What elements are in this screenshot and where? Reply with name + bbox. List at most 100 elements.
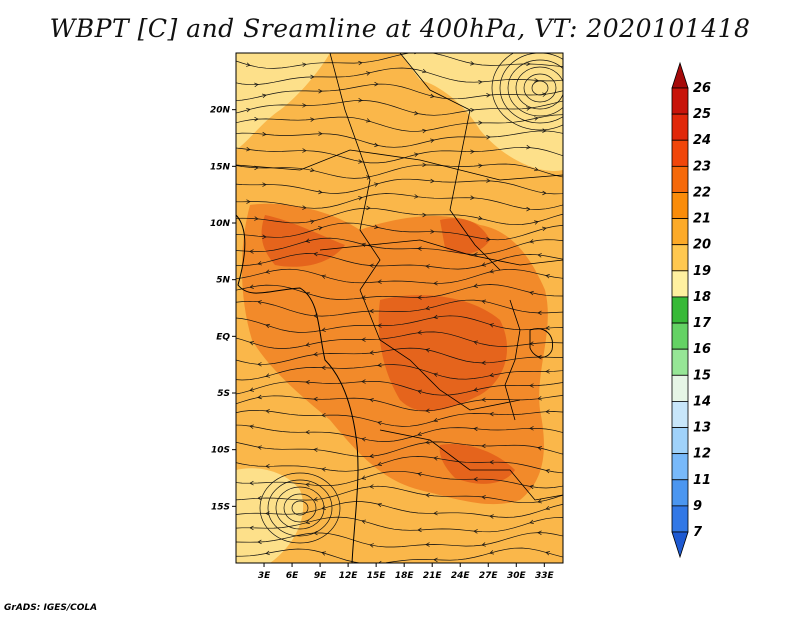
streamline-arrow <box>481 542 486 547</box>
streamline <box>236 67 563 86</box>
streamline-arrow <box>417 472 422 477</box>
streamline <box>236 485 563 504</box>
streamline-arrow <box>478 215 483 221</box>
streamline-arrow <box>265 409 270 414</box>
colorbar-swatch <box>671 270 689 298</box>
streamline-arrow <box>433 456 438 461</box>
streamline-arrow <box>481 360 486 366</box>
streamline-arrow <box>537 253 542 258</box>
border-line <box>504 299 521 421</box>
streamline-arrow <box>433 557 438 563</box>
streamline-arrow <box>486 135 491 140</box>
streamline-arrow <box>305 429 310 435</box>
streamline-arrow <box>417 431 422 437</box>
lon-tick-label: 15E <box>367 571 387 581</box>
streamline-arrow <box>361 475 366 480</box>
border-line <box>399 53 501 271</box>
streamline <box>236 83 563 101</box>
streamline-arrow <box>425 408 430 413</box>
border-line <box>379 429 563 501</box>
streamline-arrow <box>529 383 534 388</box>
streamline-arrow <box>534 116 539 121</box>
streamline-vortex <box>275 486 325 530</box>
streamline-arrow <box>534 220 539 225</box>
streamline-vortex <box>291 500 309 516</box>
streamline <box>236 501 563 518</box>
lon-tick-label: 6E <box>286 571 299 581</box>
streamline-arrow <box>306 569 310 573</box>
streamline-arrow <box>537 530 542 535</box>
streamline-arrow <box>530 569 534 573</box>
streamline-arrow <box>473 476 478 482</box>
streamline-arrow <box>430 93 435 99</box>
streamline-arrow <box>246 62 251 67</box>
lon-tick-label: 18E <box>395 571 415 581</box>
streamline-arrow <box>305 482 310 487</box>
streamline-arrow <box>305 519 310 525</box>
colorbar: 26 25 24 23 22 21 20 19 18 17 16 15 14 13 12 11 9 7 <box>671 61 712 559</box>
streamline-arrow <box>265 323 270 329</box>
streamline-arrow <box>313 447 318 453</box>
colorbar-label: 9 <box>693 499 702 514</box>
streamline-arrow <box>374 182 379 187</box>
streamline <box>236 331 563 349</box>
streamline-arrow <box>542 190 547 196</box>
streamline-arrow <box>470 195 475 200</box>
streamline-arrow <box>425 348 430 353</box>
lon-tick-label: 27E <box>479 571 499 581</box>
streamline <box>236 284 563 300</box>
colorbar-label: 7 <box>693 525 703 540</box>
colorbar-swatch <box>671 453 689 481</box>
streamline-arrow <box>417 246 422 251</box>
streamline-arrow <box>489 514 494 519</box>
streamline-arrow <box>425 440 430 445</box>
streamline-arrow <box>537 354 542 360</box>
streamline <box>236 516 563 533</box>
streamline-vortex <box>515 66 563 110</box>
hot-region <box>378 295 508 412</box>
streamline-arrow <box>358 159 363 164</box>
colorbar-top-triangle <box>671 61 689 89</box>
streamline-arrow <box>362 577 366 581</box>
streamline-arrow <box>262 93 267 99</box>
streamline-arrow <box>545 468 550 474</box>
streamline-arrow <box>545 551 550 556</box>
streamline-arrow <box>358 196 363 201</box>
streamline-arrow <box>369 484 374 489</box>
streamline-arrow <box>369 543 374 548</box>
streamline-arrow <box>310 74 315 80</box>
streamline-arrow <box>321 327 326 332</box>
streamline-arrow <box>470 107 475 113</box>
streamline <box>236 315 563 333</box>
colorbar-label: 12 <box>693 447 711 462</box>
streamline-arrow <box>433 417 438 423</box>
streamline-arrow <box>257 495 262 501</box>
map-frame <box>235 52 564 564</box>
streamline-arrow <box>305 380 310 385</box>
streamline-arrow <box>358 98 363 103</box>
streamline-arrow <box>473 387 478 392</box>
streamline <box>236 380 563 396</box>
streamline-arrow <box>473 529 478 534</box>
streamline-arrow <box>366 71 371 76</box>
colorbar-label: 23 <box>693 159 711 174</box>
streamline-arrow <box>478 163 483 168</box>
streamline-arrow <box>526 106 531 111</box>
hot-region <box>261 215 345 267</box>
streamline-arrow <box>425 542 430 547</box>
colorbar-label: 14 <box>693 394 711 409</box>
colorbar-label: 25 <box>693 107 711 122</box>
streamline-arrow <box>265 373 270 378</box>
streamline-arrow <box>529 519 534 525</box>
streamline <box>236 532 563 548</box>
streamline-arrow <box>369 397 374 403</box>
streamline-arrow <box>374 81 379 87</box>
streamline-arrow <box>262 234 267 239</box>
streamline-arrow <box>302 62 307 67</box>
streamline-arrow <box>302 148 307 153</box>
streamline-arrow <box>481 262 486 267</box>
lat-tick-label: 10N <box>210 219 231 229</box>
lat-tick-label: 5S <box>217 389 230 399</box>
colorbar-label: 20 <box>693 238 711 253</box>
streamline <box>236 470 563 489</box>
